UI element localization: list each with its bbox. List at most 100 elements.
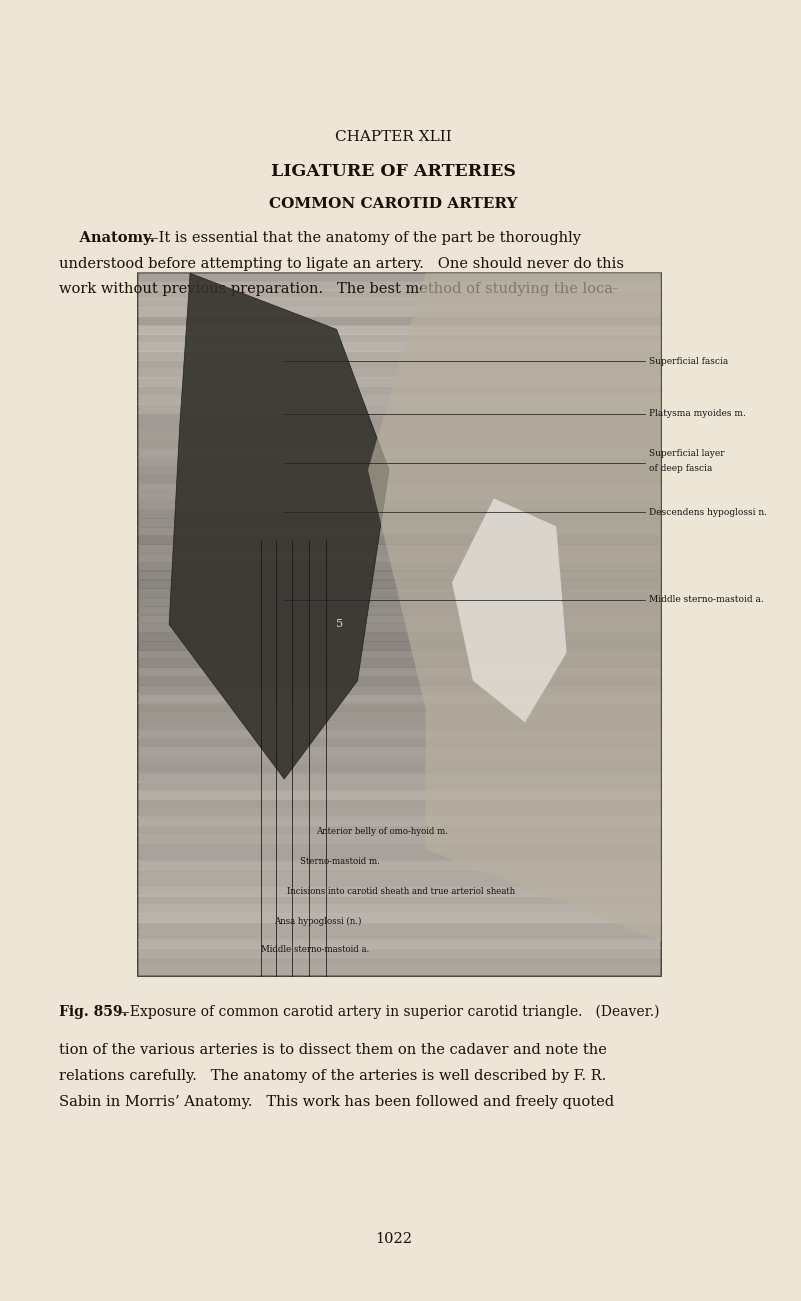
Bar xyxy=(138,843,661,853)
Bar xyxy=(138,412,661,423)
Bar xyxy=(138,492,661,502)
Bar xyxy=(138,438,661,449)
Bar xyxy=(138,948,661,958)
Bar xyxy=(138,316,661,327)
Bar xyxy=(138,773,661,783)
Bar xyxy=(138,386,661,397)
Text: —Exposure of common carotid artery in superior carotid triangle.   (Deaver.): —Exposure of common carotid artery in su… xyxy=(115,1004,659,1020)
Bar xyxy=(138,965,661,976)
Bar xyxy=(138,729,661,739)
Bar xyxy=(138,719,661,730)
Bar xyxy=(138,632,661,643)
Text: Middle sterno-mastoid a.: Middle sterno-mastoid a. xyxy=(260,945,369,954)
Bar xyxy=(138,693,661,704)
Bar xyxy=(138,869,661,879)
Bar xyxy=(138,878,661,889)
Bar xyxy=(138,544,661,554)
Text: 1022: 1022 xyxy=(375,1232,412,1245)
Bar xyxy=(138,509,661,519)
Bar xyxy=(138,781,661,791)
Text: Incisions into carotid sheath and true arteriol sheath: Incisions into carotid sheath and true a… xyxy=(287,887,515,896)
Text: Superficial fascia: Superficial fascia xyxy=(650,356,729,366)
Polygon shape xyxy=(169,273,389,779)
Bar xyxy=(138,474,661,484)
Bar xyxy=(138,501,661,510)
Bar xyxy=(138,403,661,414)
Text: Platysma myoides m.: Platysma myoides m. xyxy=(650,410,747,418)
Bar xyxy=(138,562,661,572)
Bar xyxy=(138,808,661,818)
Bar xyxy=(138,298,661,308)
Text: Sterno-mastoid m.: Sterno-mastoid m. xyxy=(300,857,380,866)
Text: —It is essential that the anatomy of the part be thoroughly: —It is essential that the anatomy of the… xyxy=(144,232,581,245)
Bar xyxy=(138,817,661,826)
Bar xyxy=(138,466,661,475)
Bar xyxy=(138,588,661,598)
Bar xyxy=(138,649,661,660)
Bar xyxy=(138,527,661,537)
Polygon shape xyxy=(368,273,661,941)
Text: of deep fascia: of deep fascia xyxy=(650,463,713,472)
Bar xyxy=(138,958,661,967)
Text: relations carefully.   The anatomy of the arteries is well described by F. R.: relations carefully. The anatomy of the … xyxy=(59,1069,606,1082)
Bar xyxy=(138,429,661,440)
Bar xyxy=(138,333,661,343)
Bar xyxy=(138,396,661,405)
Bar xyxy=(138,553,661,563)
Bar xyxy=(138,747,661,756)
Bar xyxy=(138,913,661,924)
Text: Middle sterno-mastoid a.: Middle sterno-mastoid a. xyxy=(650,596,764,605)
Bar xyxy=(138,571,661,580)
Bar xyxy=(138,457,661,467)
Bar xyxy=(138,895,661,905)
Bar xyxy=(138,377,661,388)
Bar xyxy=(138,273,661,976)
Bar xyxy=(138,536,661,545)
Bar xyxy=(138,790,661,800)
Bar xyxy=(138,325,661,334)
Polygon shape xyxy=(452,498,567,723)
Text: Descendens hypoglossi n.: Descendens hypoglossi n. xyxy=(650,507,767,516)
Bar xyxy=(138,825,661,835)
Text: Sabin in Morris’ Anatomy.   This work has been followed and freely quoted: Sabin in Morris’ Anatomy. This work has … xyxy=(59,1095,614,1108)
Bar xyxy=(138,623,661,634)
Text: Anatomy.: Anatomy. xyxy=(59,232,155,245)
Bar xyxy=(138,614,661,624)
Bar xyxy=(138,703,661,713)
Bar xyxy=(138,712,661,721)
Bar xyxy=(138,281,661,291)
Bar xyxy=(138,939,661,950)
Bar xyxy=(138,641,661,650)
Text: Ansa hypoglossi (n.): Ansa hypoglossi (n.) xyxy=(274,916,361,925)
Bar xyxy=(138,597,661,606)
Bar xyxy=(138,290,661,299)
Bar xyxy=(138,368,661,379)
Text: Anterior belly of omo-hyoid m.: Anterior belly of omo-hyoid m. xyxy=(316,827,448,837)
Bar xyxy=(138,904,661,915)
Text: understood before attempting to ligate an artery.   One should never do this: understood before attempting to ligate a… xyxy=(59,258,624,271)
Bar xyxy=(138,799,661,809)
Bar xyxy=(138,667,661,677)
Text: work without previous preparation.   The best method of studying the loca-: work without previous preparation. The b… xyxy=(59,282,618,295)
Bar xyxy=(138,307,661,317)
Bar xyxy=(138,860,661,870)
Text: CHAPTER XLII: CHAPTER XLII xyxy=(335,130,452,143)
Bar xyxy=(138,606,661,615)
Bar xyxy=(138,852,661,861)
Text: 5: 5 xyxy=(336,619,343,630)
Bar xyxy=(138,738,661,747)
Bar xyxy=(138,518,661,528)
Bar xyxy=(138,579,661,589)
Bar xyxy=(138,764,661,774)
Bar xyxy=(138,658,661,669)
Bar xyxy=(138,930,661,941)
Text: Fig. 859.: Fig. 859. xyxy=(59,1006,127,1019)
Bar xyxy=(138,342,661,353)
Bar xyxy=(138,359,661,369)
Text: tion of the various arteries is to dissect them on the cadaver and note the: tion of the various arteries is to disse… xyxy=(59,1043,607,1056)
Bar xyxy=(138,351,661,362)
Bar xyxy=(138,834,661,844)
Bar xyxy=(138,272,661,282)
Bar xyxy=(138,448,661,458)
Bar xyxy=(138,684,661,695)
